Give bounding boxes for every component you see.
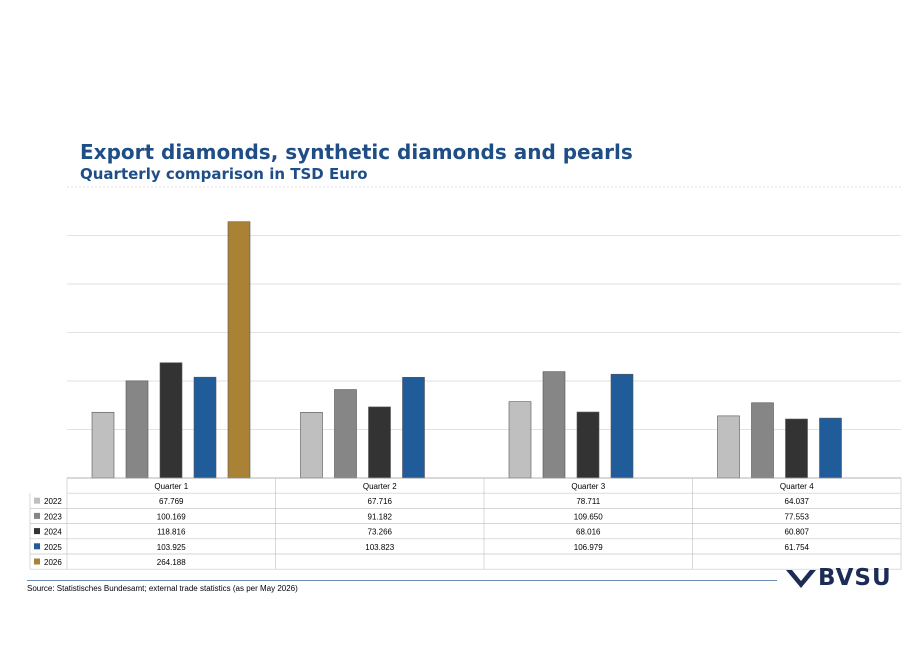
data-label: 91.182: [368, 512, 393, 521]
data-label: 264.188: [157, 558, 186, 567]
data-label: 106.979: [574, 543, 603, 552]
category-label: Quarter 3: [571, 482, 605, 491]
legend-label-2025: 2025: [44, 543, 62, 552]
data-label: 100.169: [157, 512, 186, 521]
chart-subtitle: Quarterly comparison in TSD Euro: [80, 165, 368, 183]
legend-label-2026: 2026: [44, 558, 62, 567]
data-label: 60.807: [785, 528, 810, 537]
data-label: 61.754: [785, 543, 810, 552]
legend-swatch-2024: [34, 528, 40, 535]
bar-2024-q2: [368, 406, 391, 479]
data-label: 103.823: [365, 543, 394, 552]
bar-2022-q2: [300, 412, 323, 479]
bar-2022-q4: [717, 415, 740, 479]
data-label: 78.711: [576, 497, 600, 506]
data-label: 73.266: [368, 528, 393, 537]
bar-2025-q3: [610, 373, 634, 479]
logo-text: BVSU: [818, 565, 892, 591]
chart-title: Export diamonds, synthetic diamonds and …: [80, 140, 633, 164]
legend-swatch-2023: [34, 512, 40, 519]
bar-2024-q4: [785, 418, 808, 479]
bar-2024-q1: [159, 362, 183, 479]
data-label: 68.016: [576, 528, 601, 537]
data-label: 109.650: [574, 512, 603, 521]
chevron-logo-icon: [786, 570, 816, 588]
bar-2024-q3: [576, 411, 600, 479]
legend-swatch-2026: [34, 558, 40, 565]
data-label: 64.037: [785, 497, 810, 506]
bar-2025-q1: [193, 376, 217, 479]
source-divider: [27, 580, 777, 581]
bar-2022-q3: [508, 401, 532, 479]
bar-2023-q2: [334, 389, 357, 479]
category-label: Quarter 2: [363, 482, 397, 491]
data-label: 103.925: [157, 543, 186, 552]
legend-label-2024: 2024: [44, 528, 62, 537]
bvsu-logo: BVSU: [784, 565, 894, 592]
bar-2023-q4: [751, 402, 774, 479]
bar-chart: Quarter 1 Quarter 2 Quarter 3 Quarter 4 2022…: [29, 186, 902, 570]
bar-2025-q2: [402, 376, 425, 479]
bar-2023-q3: [542, 371, 566, 479]
bar-2022-q1: [91, 411, 115, 479]
legend-label-2022: 2022: [44, 497, 62, 506]
bar-2023-q1: [125, 380, 149, 479]
category-label: Quarter 4: [780, 482, 814, 491]
data-label: 67.769: [159, 497, 184, 506]
data-label: 77.553: [785, 512, 810, 521]
source-note: Source: Statistisches Bundesamt; externa…: [27, 584, 298, 593]
data-label: 118.816: [157, 528, 186, 537]
legend-swatch-2025: [34, 543, 40, 550]
bar-2025-q4: [819, 417, 842, 479]
bar-2026-q1: [227, 221, 251, 479]
data-label: 67.716: [368, 497, 393, 506]
category-label: Quarter 1: [154, 482, 188, 491]
legend-label-2023: 2023: [44, 512, 62, 521]
legend-swatch-2022: [34, 497, 40, 504]
